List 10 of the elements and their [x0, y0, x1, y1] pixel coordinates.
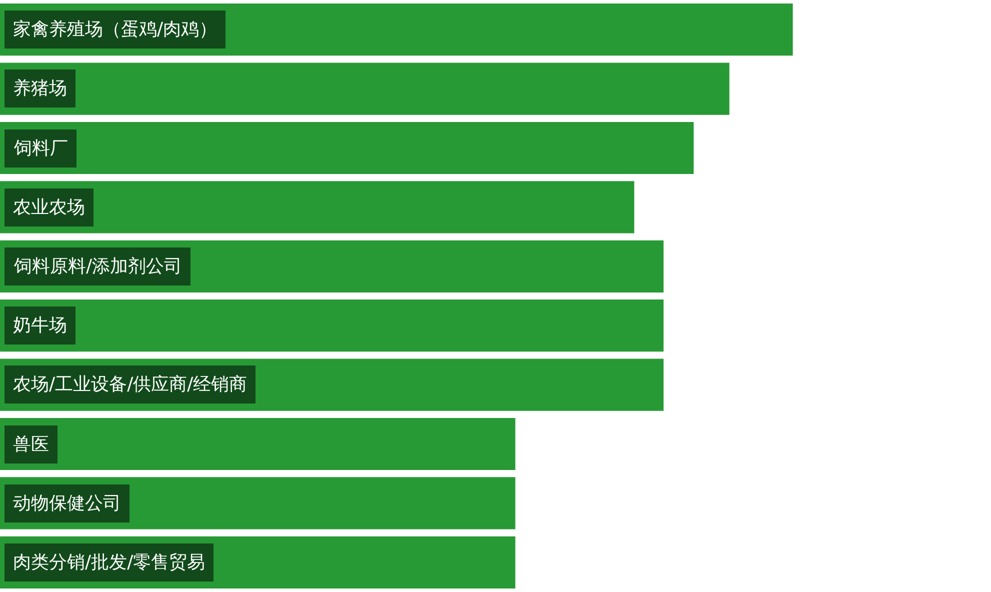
- y-tick-label: 养猪场: [13, 78, 67, 99]
- y-tick-label: 奶牛场: [13, 315, 67, 336]
- y-tick-label: 家禽养殖场（蛋鸡/肉鸡）: [13, 19, 218, 40]
- y-tick-label: 肉类分销/批发/零售贸易: [13, 552, 206, 573]
- y-tick-label: 农业农场: [13, 197, 85, 218]
- y-tick-label: 饲料原料/添加剂公司: [13, 256, 182, 277]
- y-tick-label: 动物保健公司: [13, 493, 121, 514]
- y-tick-label: 饲料厂: [13, 138, 68, 159]
- y-tick-label: 兽医: [13, 434, 49, 455]
- y-tick-label: 农场/工业设备/供应商/经销商: [13, 374, 248, 395]
